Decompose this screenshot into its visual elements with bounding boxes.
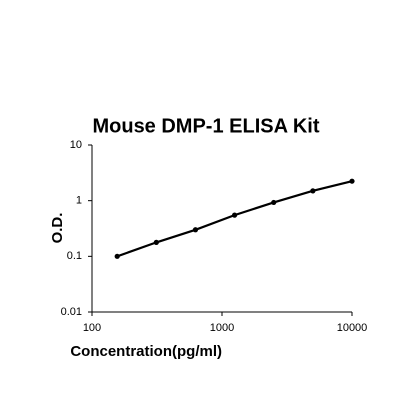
y-tick-label: 1 [76, 195, 82, 207]
data-point [231, 212, 238, 218]
data-point [271, 199, 277, 206]
y-tick-label: 0.1 [67, 250, 82, 262]
chart-title: Mouse DMP-1 ELISA Kit [92, 115, 319, 137]
data-point [153, 239, 159, 245]
data-point [310, 188, 316, 194]
x-tick-label: 10000 [337, 322, 368, 334]
x-tick-label: 100 [83, 322, 101, 334]
data-point [114, 253, 120, 259]
x-axis-label: Concentration(pg/ml) [70, 343, 222, 360]
data-point [349, 178, 355, 184]
data-point [192, 227, 199, 233]
y-tick-label: 10 [70, 139, 82, 151]
y-axis-label: O.D. [49, 213, 66, 244]
x-tick-label: 1000 [210, 322, 234, 334]
y-tick-label: 0.01 [61, 306, 82, 318]
data-line [116, 180, 353, 258]
